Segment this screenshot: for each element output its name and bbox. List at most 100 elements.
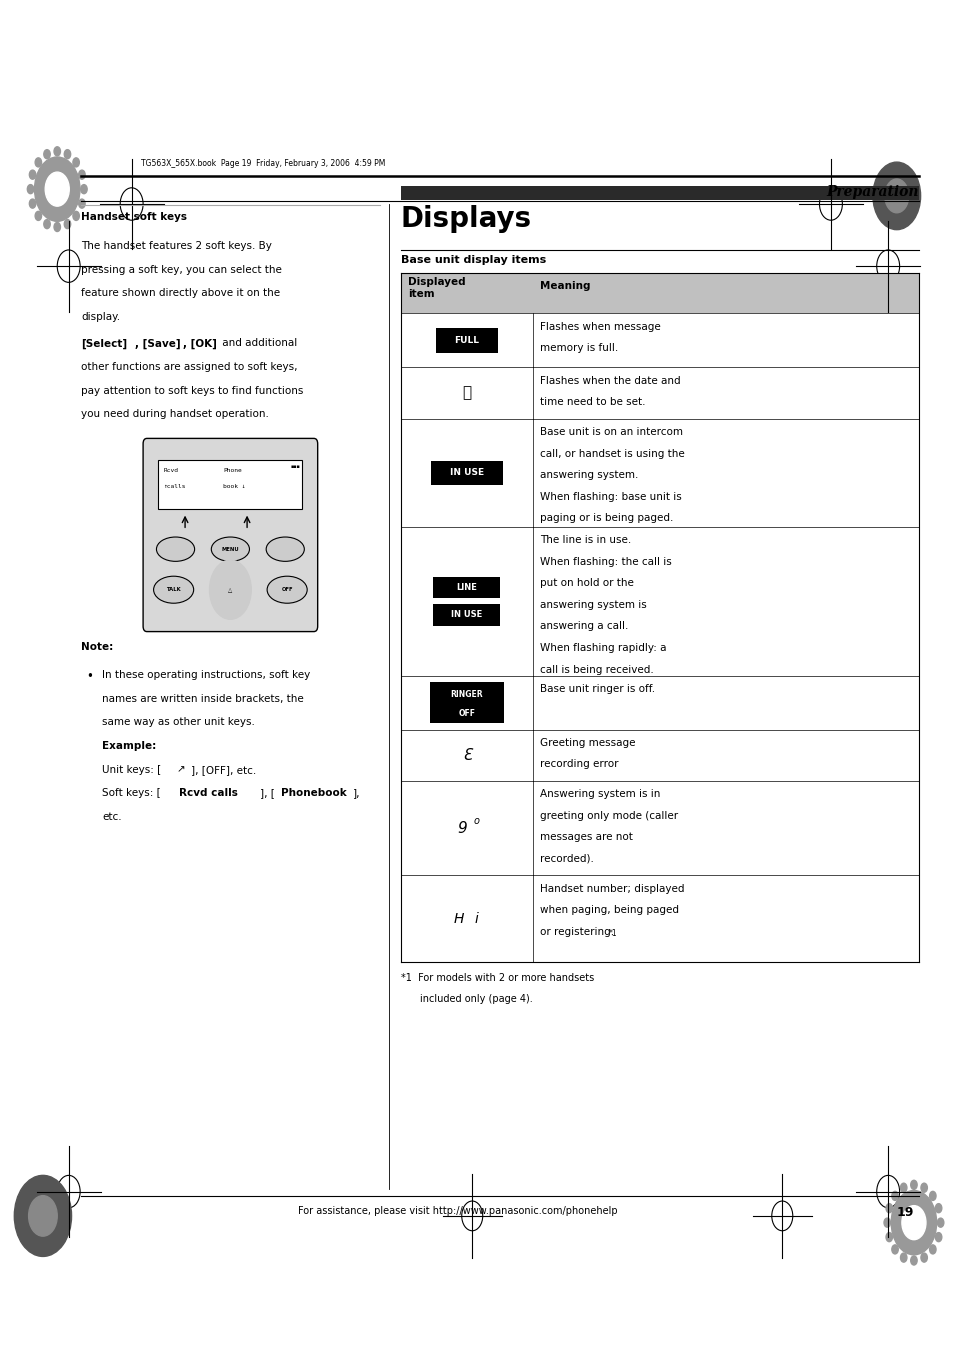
Text: Phone: Phone xyxy=(223,467,242,473)
Text: 9: 9 xyxy=(456,820,466,836)
Text: time need to be set.: time need to be set. xyxy=(539,397,645,407)
Text: RINGER: RINGER xyxy=(450,690,482,698)
Text: •: • xyxy=(86,670,92,684)
Text: ], [: ], [ xyxy=(260,788,275,798)
Text: Ɛ: Ɛ xyxy=(461,747,471,763)
Text: When flashing: base unit is: When flashing: base unit is xyxy=(539,492,681,501)
Text: o: o xyxy=(473,816,478,827)
Text: ↗: ↗ xyxy=(176,765,185,774)
Circle shape xyxy=(30,170,35,180)
Text: you need during handset operation.: you need during handset operation. xyxy=(81,409,269,419)
Text: Handset number; displayed: Handset number; displayed xyxy=(539,884,684,893)
Text: For assistance, please visit http://www.panasonic.com/phonehelp: For assistance, please visit http://www.… xyxy=(297,1206,618,1216)
Text: Rcvd: Rcvd xyxy=(163,467,178,473)
Text: Base unit is on an intercom: Base unit is on an intercom xyxy=(539,427,682,436)
Ellipse shape xyxy=(153,576,193,603)
Circle shape xyxy=(30,199,35,208)
Text: H: H xyxy=(454,912,464,925)
Text: 19: 19 xyxy=(896,1206,913,1220)
Circle shape xyxy=(44,220,51,228)
Text: and additional: and additional xyxy=(219,338,297,349)
Text: etc.: etc. xyxy=(102,812,122,821)
Text: Flashes when the date and: Flashes when the date and xyxy=(539,376,680,385)
Text: included only (page 4).: included only (page 4). xyxy=(419,994,532,1004)
Circle shape xyxy=(79,170,85,180)
Text: ⌚: ⌚ xyxy=(461,385,471,401)
Text: when paging, being paged: when paging, being paged xyxy=(539,905,679,915)
Text: ], [OFF], etc.: ], [OFF], etc. xyxy=(191,765,255,774)
Text: Flashes when message: Flashes when message xyxy=(539,322,660,331)
Text: put on hold or the: put on hold or the xyxy=(539,578,634,588)
Text: IN USE: IN USE xyxy=(449,469,483,477)
Circle shape xyxy=(209,559,251,619)
Text: LINE: LINE xyxy=(456,584,476,592)
Bar xyxy=(400,273,918,313)
Text: Phonebook: Phonebook xyxy=(281,788,347,798)
Text: FULL: FULL xyxy=(454,336,478,345)
Bar xyxy=(431,461,502,485)
Ellipse shape xyxy=(267,576,307,603)
Text: answering a call.: answering a call. xyxy=(539,621,628,631)
Circle shape xyxy=(72,158,79,168)
Text: call, or handset is using the: call, or handset is using the xyxy=(539,449,684,458)
Text: OFF: OFF xyxy=(281,588,293,592)
Bar xyxy=(400,186,918,200)
Circle shape xyxy=(883,1219,889,1227)
Circle shape xyxy=(920,1183,926,1192)
Text: Soft keys: [: Soft keys: [ xyxy=(102,788,161,798)
Text: *1: *1 xyxy=(608,929,618,939)
Ellipse shape xyxy=(266,536,304,561)
Text: The line is in use.: The line is in use. xyxy=(539,535,631,544)
Text: i: i xyxy=(474,912,477,925)
Circle shape xyxy=(14,1175,71,1256)
FancyBboxPatch shape xyxy=(143,438,317,631)
Text: answering system is: answering system is xyxy=(539,600,646,609)
Text: Base unit ringer is off.: Base unit ringer is off. xyxy=(539,684,655,693)
Text: Greeting message: Greeting message xyxy=(539,738,636,747)
Circle shape xyxy=(81,185,87,193)
Text: Base unit display items: Base unit display items xyxy=(400,255,545,265)
Bar xyxy=(433,604,499,626)
Bar xyxy=(436,328,497,353)
Text: recording error: recording error xyxy=(539,759,618,769)
Bar xyxy=(400,527,918,676)
Bar xyxy=(158,459,302,508)
Circle shape xyxy=(891,1192,898,1201)
Bar xyxy=(400,730,918,781)
Text: The handset features 2 soft keys. By: The handset features 2 soft keys. By xyxy=(81,240,272,251)
Circle shape xyxy=(920,1254,926,1262)
Text: When flashing: the call is: When flashing: the call is xyxy=(539,557,672,566)
Text: paging or is being paged.: paging or is being paged. xyxy=(539,513,673,523)
Text: IN USE: IN USE xyxy=(451,611,482,619)
Text: [Select]: [Select] xyxy=(81,338,127,349)
Circle shape xyxy=(64,150,71,158)
Text: feature shown directly above it on the: feature shown directly above it on the xyxy=(81,289,280,299)
Text: same way as other unit keys.: same way as other unit keys. xyxy=(102,717,254,727)
Circle shape xyxy=(885,1232,891,1242)
Bar xyxy=(400,781,918,875)
Bar xyxy=(433,577,499,598)
Text: △: △ xyxy=(228,588,233,592)
Circle shape xyxy=(900,1254,906,1262)
Text: pressing a soft key, you can select the: pressing a soft key, you can select the xyxy=(81,265,282,274)
Text: names are written inside brackets, the: names are written inside brackets, the xyxy=(102,693,303,704)
Text: , [OK]: , [OK] xyxy=(183,338,217,349)
Text: answering system.: answering system. xyxy=(539,470,639,480)
Circle shape xyxy=(935,1204,941,1213)
Circle shape xyxy=(72,211,79,220)
Circle shape xyxy=(64,220,71,228)
Circle shape xyxy=(28,185,33,193)
Text: ],: ], xyxy=(353,788,360,798)
Text: messages are not: messages are not xyxy=(539,832,633,842)
Text: Handset soft keys: Handset soft keys xyxy=(81,212,187,222)
Text: ▪▪▪: ▪▪▪ xyxy=(291,463,300,469)
Circle shape xyxy=(910,1256,916,1265)
Text: Answering system is in: Answering system is in xyxy=(539,789,660,798)
Circle shape xyxy=(928,1192,935,1201)
Bar xyxy=(400,313,918,367)
Text: When flashing rapidly: a: When flashing rapidly: a xyxy=(539,643,666,653)
Circle shape xyxy=(901,1205,925,1240)
Ellipse shape xyxy=(156,536,194,561)
Circle shape xyxy=(44,150,51,158)
Text: Rcvd calls: Rcvd calls xyxy=(179,788,238,798)
